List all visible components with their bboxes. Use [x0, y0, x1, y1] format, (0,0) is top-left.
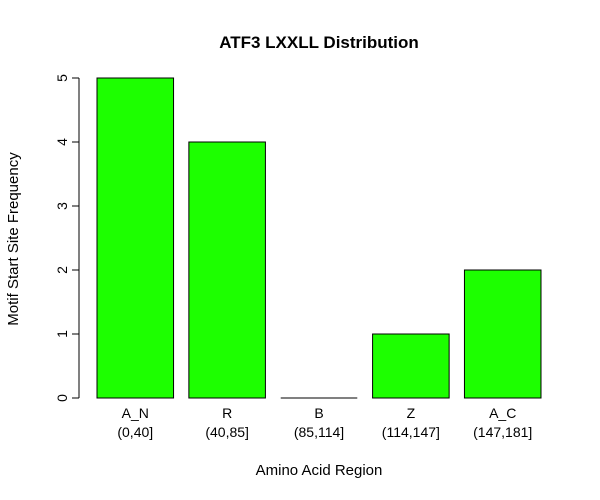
y-axis-title: Motif Start Site Frequency [5, 152, 22, 326]
x-tick-range-label: (147,181] [473, 424, 532, 440]
y-axis: 0 1 2 3 4 5 [54, 74, 80, 402]
x-tick-label: R [222, 405, 232, 421]
bar-z [372, 333, 450, 399]
x-tick-label: Z [407, 405, 416, 421]
chart-title: ATF3 LXXLL Distribution [219, 33, 419, 52]
x-tick-range-label: (0,40] [117, 424, 153, 440]
bar-a-c [463, 269, 542, 399]
x-tick-range-label: (85,114] [294, 424, 344, 440]
y-tick-label: 5 [54, 74, 70, 82]
x-tick-labels: A_N (0,40] R (40,85] B (85,114] Z (114,147] A_C (… [117, 405, 532, 440]
bar-r [188, 141, 266, 399]
x-tick-label: B [314, 405, 323, 421]
bar-a-n [96, 77, 175, 399]
y-tick-label: 0 [54, 394, 70, 402]
y-tick-label: 3 [54, 202, 70, 210]
y-tick-label: 2 [54, 266, 70, 274]
y-tick-label: 4 [54, 138, 70, 146]
x-axis-title: Amino Acid Region [256, 462, 383, 479]
x-tick-range-label: (114,147] [382, 424, 440, 440]
bars-layer [96, 77, 542, 399]
x-tick-range-label: (40,85] [205, 424, 249, 440]
x-tick-label: A_C [489, 405, 516, 421]
x-tick-label: A_N [122, 405, 149, 421]
y-tick-label: 1 [54, 330, 70, 338]
